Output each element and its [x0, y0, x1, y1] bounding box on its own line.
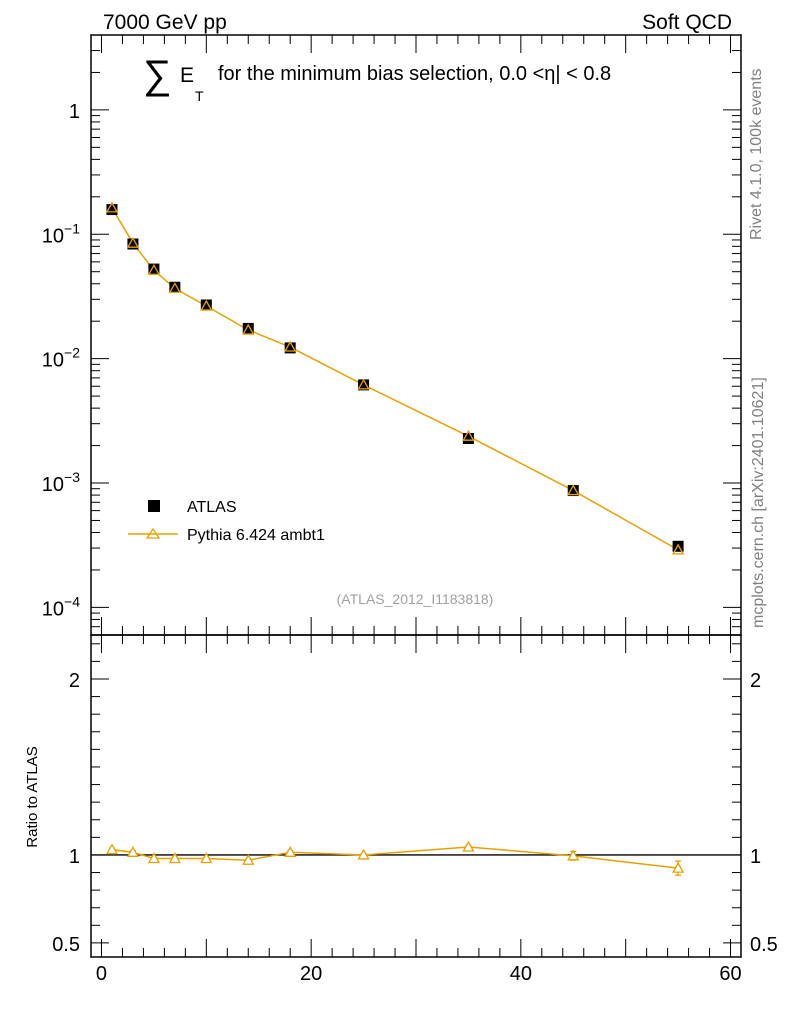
mcplots-label: mcplots.cern.ch [arXiv:2401.10621]	[750, 377, 767, 628]
title-subscript: T	[195, 88, 204, 104]
ratio-point	[200, 852, 213, 864]
ratio-point	[357, 848, 370, 860]
mc-point-overlay	[242, 323, 255, 335]
ratio-y-ticks	[91, 643, 741, 944]
ratio-point	[462, 840, 475, 852]
main-y-tick-label: 10−4	[42, 593, 80, 620]
ratio-point	[284, 845, 297, 857]
main-title: ∑ E T for the minimum bias selection, 0.…	[143, 53, 611, 104]
main-y-tick-label: 1	[69, 101, 80, 123]
main-frame	[90, 34, 742, 636]
main-y-ticks	[91, 34, 741, 636]
header-right: Soft QCD	[642, 11, 732, 34]
mc-point-overlay	[462, 429, 475, 441]
main-y-tick-labels: 1 10−1 10−2 10−3 10−4	[42, 101, 80, 621]
data-series	[105, 201, 685, 555]
ratio-x-tick-label: 0	[96, 963, 107, 985]
ratio-frame	[90, 634, 742, 958]
data-point	[169, 281, 181, 293]
main-x-ticks	[100, 35, 732, 635]
title-quantity: E	[180, 64, 194, 87]
ratio-panel: 0.5 0.5 1 1 2 2 0 20 40 60 Ratio to ATLAS	[24, 634, 778, 985]
ratio-x-tick-labels: 0 20 40 60	[96, 963, 742, 985]
ratio-point	[147, 852, 161, 864]
header-left: 7000 GeV pp	[103, 11, 227, 34]
data-point	[200, 299, 212, 311]
mc-point-overlay	[284, 340, 297, 352]
mc-point-overlay	[200, 299, 213, 311]
data-point	[242, 322, 254, 334]
legend-mc-marker	[145, 527, 161, 539]
ratio-y-tick-label-right: 0.5	[750, 934, 778, 956]
ratio-series	[105, 840, 685, 876]
ratio-x-tick-label: 20	[300, 963, 322, 985]
ratio-y-tick-label-right: 1	[750, 846, 761, 868]
ratio-point	[168, 852, 181, 864]
data-point	[567, 485, 579, 497]
ratio-line	[111, 846, 679, 869]
ratio-x-tick-label: 40	[510, 963, 532, 985]
ratio-point	[567, 849, 580, 861]
mc-point-overlay	[567, 484, 580, 496]
legend-data-label: ATLAS	[187, 499, 237, 516]
ratio-y-tick-label: 2	[69, 670, 80, 692]
legend-mc-label: Pythia 6.424 ambt1	[187, 527, 325, 544]
ratio-point	[105, 843, 119, 855]
main-y-tick-label: 10−2	[42, 345, 80, 372]
legend: ATLAS Pythia 6.424 ambt1	[128, 499, 325, 544]
mc-point-overlay	[357, 378, 370, 390]
main-y-tick-label: 10−1	[42, 220, 80, 247]
legend-data-marker	[148, 500, 160, 512]
data-point	[148, 263, 160, 275]
ratio-point	[126, 845, 140, 857]
rivet-label: Rivet 4.1.0, 100k events	[748, 68, 765, 240]
data-point	[127, 238, 139, 250]
analysis-watermark: (ATLAS_2012_I1183818)	[337, 591, 494, 607]
ratio-y-tick-label: 0.5	[52, 934, 80, 956]
title-symbol: ∑	[143, 53, 172, 97]
ratio-x-ticks	[100, 635, 732, 957]
main-panel: 110−110−210−310−4 (ATLAS_2012_I1183818) …	[42, 34, 742, 636]
ratio-point	[242, 853, 255, 865]
ratio-y-tick-label-right: 2	[750, 670, 761, 692]
mc-point-overlay	[147, 263, 161, 275]
ratio-y-tick-label: 1	[69, 846, 80, 868]
ratio-y-tick-labels: 0.5 0.5 1 1 2 2	[52, 670, 778, 956]
mc-point-overlay	[126, 236, 140, 248]
ratio-point	[671, 861, 685, 873]
data-point	[106, 204, 118, 216]
data-point	[672, 540, 684, 552]
main-y-tick-label: 10−3	[42, 469, 80, 496]
mc-point-overlay	[671, 543, 685, 555]
title-text: for the minimum bias selection, 0.0 <η| …	[218, 63, 611, 85]
mc-point-overlay	[168, 282, 181, 294]
data-point	[462, 433, 474, 445]
data-point	[284, 342, 296, 354]
ratio-y-axis-label: Ratio to ATLAS	[24, 746, 41, 847]
data-point	[358, 379, 370, 391]
ratio-x-tick-label: 60	[719, 963, 741, 985]
mc-point-overlay	[105, 201, 119, 213]
